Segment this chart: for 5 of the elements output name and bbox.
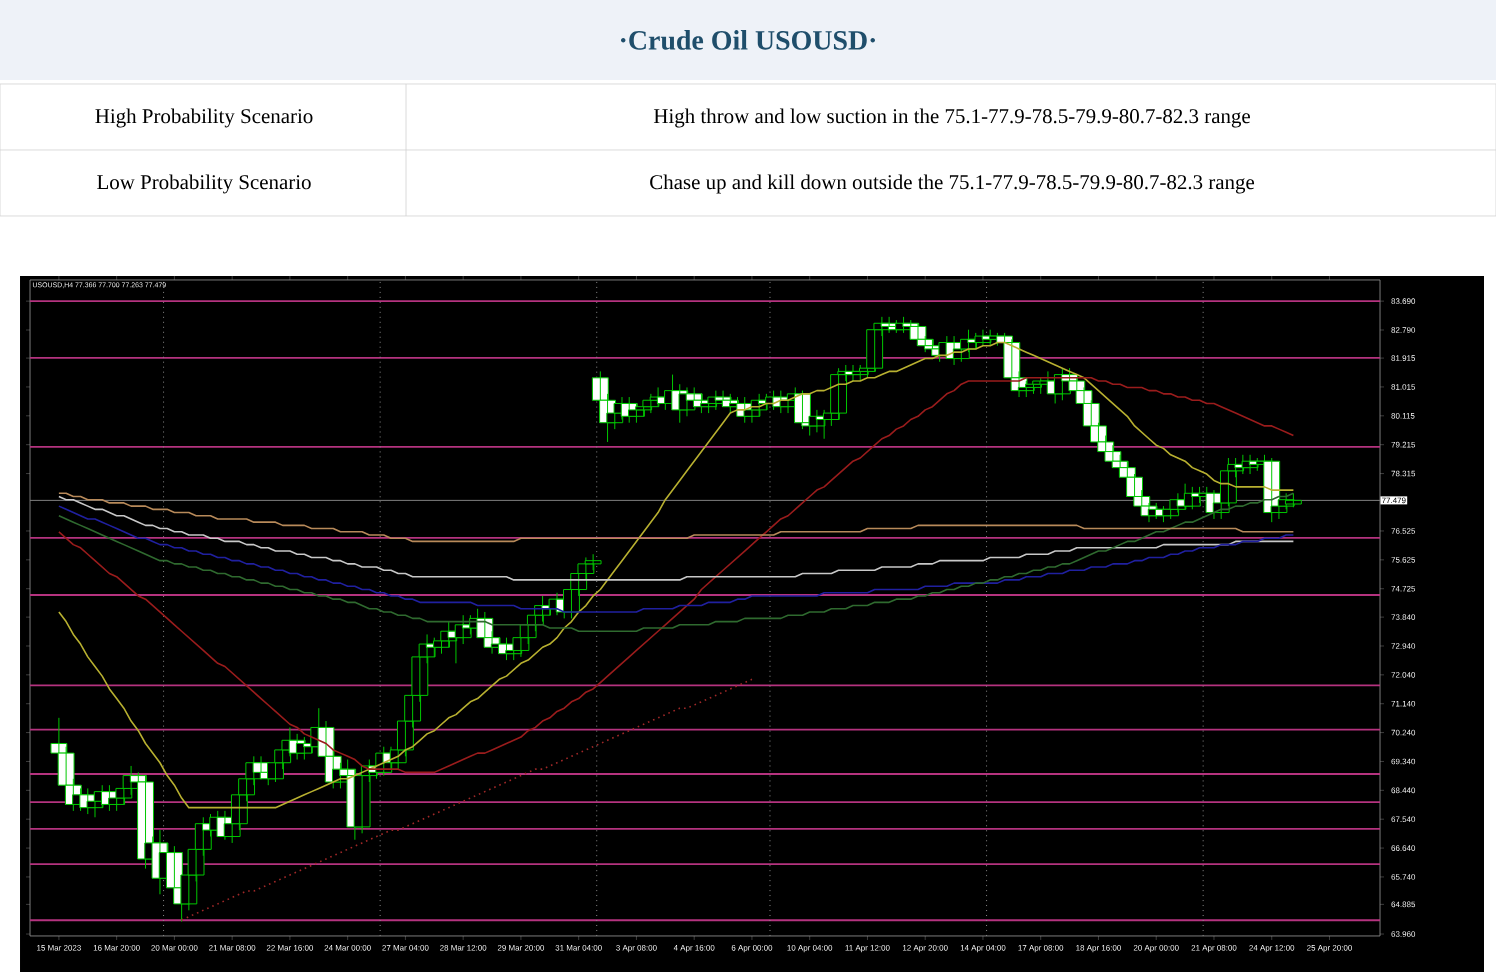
text: Chase up and kill down outside the 75.1-77.9-78.5-79.9-80.7-82.3 range <box>650 174 1255 194</box>
text: Low Probability Scenario <box>97 174 311 194</box>
text: High Probability Scenario <box>95 108 313 128</box>
text: High throw and low suction in the 75.1-77.9-78.5-79.9-80.7-82.3 range <box>653 108 1250 128</box>
chart-title: ·Crude Oil USOUSD· <box>620 30 876 50</box>
